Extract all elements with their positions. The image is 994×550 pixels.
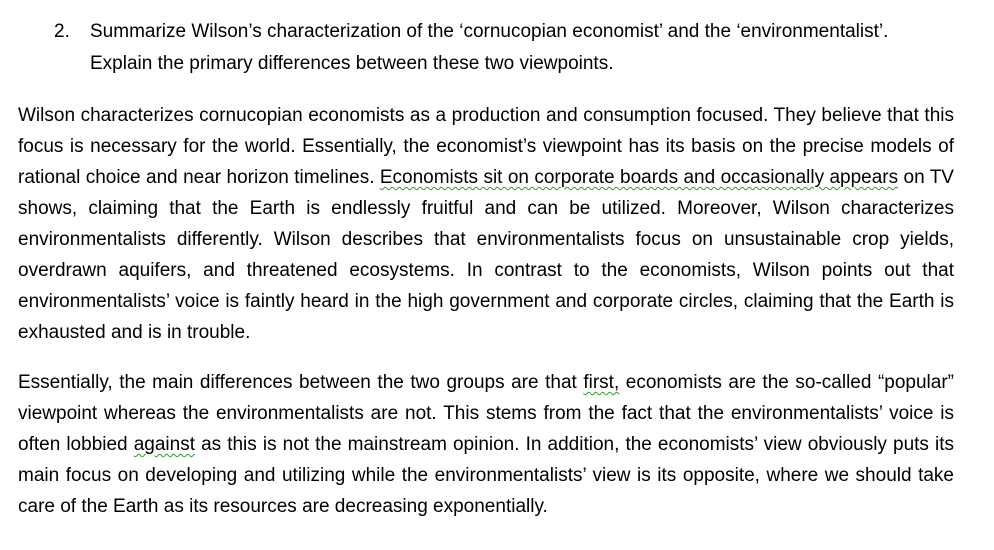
grammar-flagged-text[interactable]: Economists sit on corporate boards and o… [379, 167, 899, 188]
question-text: Summarize Wilson’s characterization of t… [90, 21, 889, 74]
grammar-flagged-text[interactable]: against [133, 434, 195, 455]
answer-paragraph-1: Wilson characterizes cornucopian economi… [18, 100, 954, 348]
answer-paragraph-2: Essentially, the main differences betwee… [18, 367, 954, 522]
paragraph-text: Essentially, the main differences betwee… [18, 372, 584, 393]
grammar-flagged-text[interactable]: first, [583, 372, 620, 393]
paragraph-text: Wilson characterizes cornucopian economi… [18, 105, 954, 188]
paragraph-text: as this is not the mainstream opinion. I… [18, 434, 954, 517]
question-number: 2. [54, 21, 70, 42]
paragraph-text: on TV shows, claiming that the Earth is … [18, 167, 954, 343]
paragraph-text: economists are the so-called “popular” v… [18, 372, 954, 455]
question-item: 2. Summarize Wilson’s characterization o… [54, 16, 974, 80]
